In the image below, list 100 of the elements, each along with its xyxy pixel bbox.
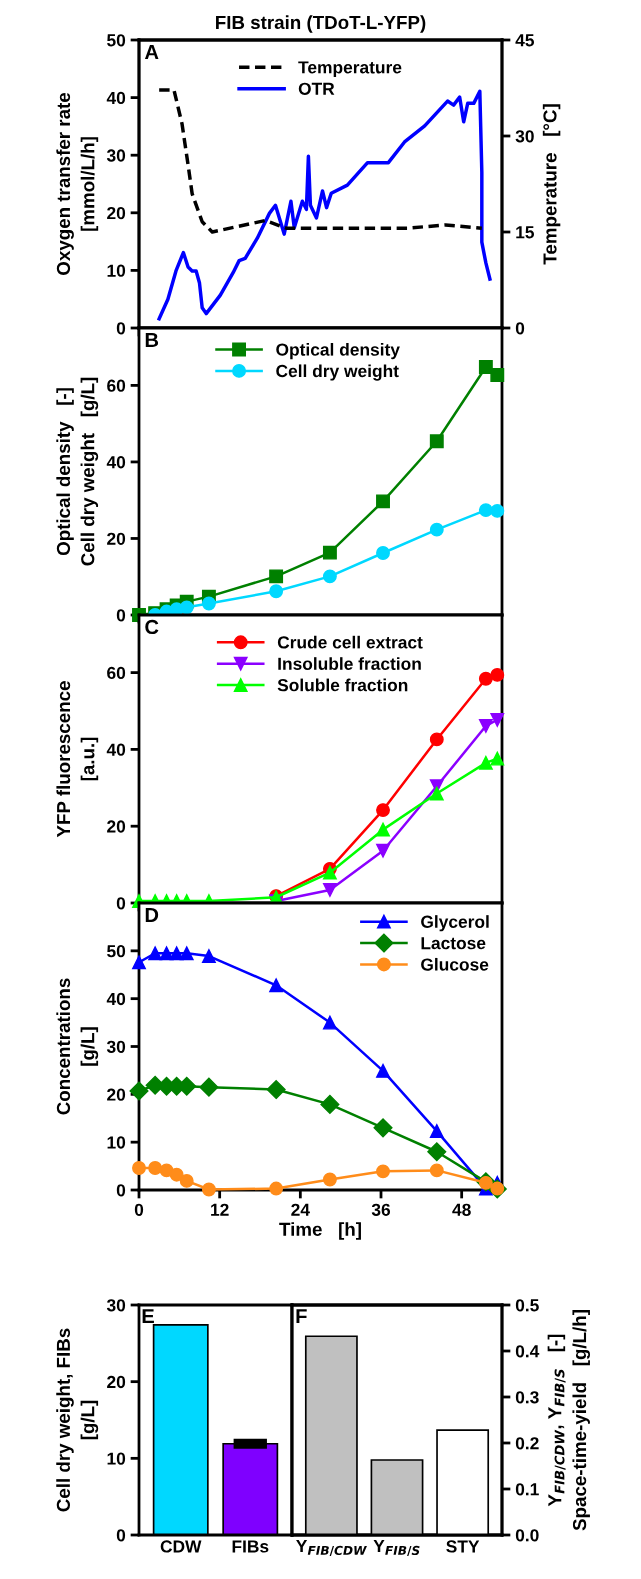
legend-label: Temperature	[298, 61, 402, 77]
point	[427, 1142, 447, 1162]
y2-tick-label: 0.4	[515, 1345, 540, 1358]
point	[269, 978, 284, 993]
point	[266, 1080, 286, 1100]
y-tick-label: 0	[116, 609, 126, 622]
point	[322, 882, 337, 897]
point	[159, 946, 174, 961]
legend-label: Glucose	[421, 957, 489, 971]
x-axis-title: Time [h]	[279, 1222, 361, 1240]
y2-tick-label: 45	[515, 34, 535, 47]
x-tick-label: CDW	[160, 1540, 202, 1553]
y2-tick-label: 0	[515, 322, 525, 335]
point	[179, 600, 194, 615]
point	[373, 1118, 393, 1138]
x-tick-label: 24	[291, 1203, 310, 1216]
y-tick-label: 20	[107, 1088, 126, 1101]
y-tick-label: 20	[107, 820, 126, 833]
point	[376, 843, 390, 858]
y2-tick-label: 0.5	[515, 1299, 539, 1312]
legend-label: Soluble fraction	[277, 678, 408, 692]
point	[269, 584, 284, 599]
y-tick-label: 0	[116, 897, 126, 910]
point	[478, 503, 493, 518]
y-axis-title: Cell dry weight, FIBs [g/L]	[56, 1328, 99, 1512]
point	[490, 667, 505, 682]
point	[490, 751, 505, 766]
x-tick-label: 0	[134, 1203, 144, 1216]
annotation: F	[296, 1309, 307, 1324]
point	[478, 671, 493, 686]
y-axis-title: Concentrations [g/L]	[56, 978, 99, 1115]
point	[269, 569, 284, 584]
y-axis-title: YFP fluorescence [a.u.]	[56, 681, 99, 838]
point	[429, 786, 444, 801]
y-tick-label: 10	[107, 1452, 126, 1465]
point	[490, 712, 505, 727]
x-tick-label: 48	[452, 1203, 471, 1216]
point	[376, 1063, 390, 1078]
y-tick-label: 10	[107, 264, 126, 277]
y2-tick-label: 0.3	[515, 1391, 539, 1404]
point	[429, 1124, 444, 1139]
point	[148, 946, 163, 961]
point	[269, 1181, 284, 1196]
legend-label: Insoluble fraction	[278, 657, 421, 670]
point	[320, 1094, 340, 1114]
x-tick-label: Y$_{FIB/S}$	[373, 1540, 420, 1556]
point	[322, 1015, 337, 1030]
point	[148, 1161, 163, 1175]
y-tick-label: 40	[106, 91, 126, 105]
point	[201, 949, 216, 964]
y-tick-label: 30	[106, 1040, 126, 1053]
point	[376, 803, 390, 818]
legend-label: Optical density	[276, 343, 400, 360]
y-tick-label: 40	[106, 743, 126, 756]
point	[376, 822, 390, 837]
point	[322, 865, 337, 880]
x-tick-label: STY	[446, 1540, 480, 1553]
y-tick-label: 50	[107, 34, 126, 47]
point	[199, 1077, 219, 1097]
point	[376, 546, 390, 560]
point	[169, 1167, 184, 1182]
point	[376, 1164, 390, 1179]
point	[429, 522, 444, 537]
y-tick-label: 30	[106, 149, 126, 162]
annotation: D	[145, 908, 159, 922]
point	[429, 434, 444, 449]
x-tick-label: 36	[371, 1203, 391, 1216]
point	[490, 368, 505, 383]
chart-title: FIB strain (TDoT-L-YFP)	[216, 15, 426, 33]
point	[179, 946, 194, 961]
legend-label: Crude cell extract	[277, 635, 423, 649]
point	[169, 946, 184, 961]
point	[429, 732, 444, 747]
y2-tick-label: 0.0	[515, 1529, 539, 1542]
text: Y$_{FIB/CDW}$, Y$_{FIB/S}$ [-] Space-time-yield [g/L/h]	[547, 1310, 591, 1531]
point	[129, 1081, 149, 1101]
y2-tick-label: 0.2	[515, 1437, 539, 1450]
x-tick-label: Y$_{FIB/CDW}$	[296, 1540, 367, 1556]
y-axis-title: Optical density [-] Cell dry weight [g/L]	[56, 377, 99, 566]
y-tick-label: 60	[107, 666, 126, 680]
x-tick-label: FIBs	[232, 1540, 269, 1553]
y-tick-label: 40	[106, 992, 126, 1006]
point	[478, 360, 493, 374]
point	[478, 719, 493, 733]
point	[201, 1182, 216, 1197]
y-tick-label: 10	[107, 1136, 126, 1149]
point	[322, 569, 337, 584]
y2-tick-label: 30	[515, 130, 534, 143]
annotation: B	[145, 333, 159, 347]
y-axis-title: Oxygen transfer rate [mmol/L/h]	[56, 92, 99, 275]
point	[201, 596, 216, 611]
y-tick-label: 30	[106, 1299, 126, 1312]
legend-label: Cell dry weight	[276, 364, 399, 381]
y-tick-label: 20	[107, 532, 126, 545]
y2-axis-title: Temperature [°C]	[542, 104, 561, 265]
legend-label: OTR	[298, 82, 335, 95]
legend-label: Lactose	[421, 937, 486, 950]
y-tick-label: 60	[107, 379, 126, 392]
legend-label: Glycerol	[421, 915, 489, 932]
y-tick-label: 0	[116, 1184, 126, 1197]
